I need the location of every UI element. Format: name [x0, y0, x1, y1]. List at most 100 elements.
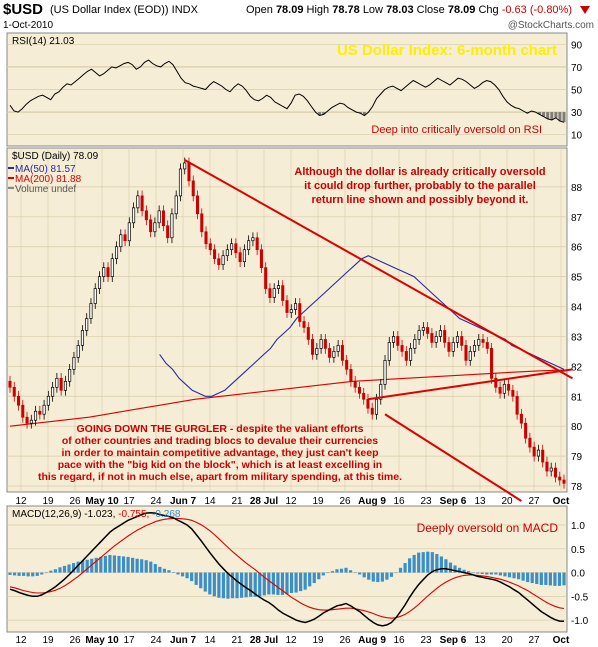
macd-histogram-bar — [339, 568, 344, 573]
macd-histogram-bar — [358, 572, 362, 575]
rsi-legend: RSI(14) 21.03 — [12, 36, 75, 47]
macd-histogram-bar — [153, 564, 157, 573]
price-x-label: 24 — [150, 496, 162, 507]
macd-histogram-bar — [498, 572, 503, 576]
macd-histogram-bar — [403, 563, 407, 573]
macd-histogram-bar — [176, 572, 180, 575]
candle-body — [46, 395, 50, 406]
candle-body — [161, 210, 165, 227]
macd-histogram-bar — [417, 552, 421, 573]
macd-histogram-bar — [126, 556, 130, 573]
price-x-label: 21 — [231, 496, 243, 507]
macd-x-label: 20 — [501, 635, 513, 646]
candle-body — [251, 237, 255, 242]
candle-body — [332, 351, 336, 358]
macd-histogram-bar — [308, 572, 312, 587]
macd-histogram-bar — [516, 572, 521, 580]
candle-body — [507, 383, 511, 391]
macd-x-label: 26 — [69, 635, 81, 646]
price-x-label: 12 — [285, 496, 297, 507]
price-x-label: May 10 — [85, 496, 119, 507]
macd-histogram-bar — [394, 572, 398, 574]
price-x-label: Oct — [553, 496, 570, 507]
macd-histogram-bar — [217, 572, 221, 598]
candle-body — [29, 419, 33, 424]
macd-histogram-bar — [81, 560, 85, 573]
candle-body — [400, 345, 404, 352]
macd-histogram-bar — [258, 572, 262, 597]
candle-body — [451, 342, 455, 352]
macd-histogram-bar — [167, 570, 171, 573]
candle-body — [115, 246, 119, 260]
macd-histogram-bar — [53, 569, 58, 573]
price-x-label: 26 — [69, 496, 81, 507]
candle-body — [119, 234, 123, 248]
price-x-label: 14 — [204, 496, 216, 507]
macd-histogram-bar — [299, 572, 303, 592]
candle-body — [281, 285, 285, 301]
candle-body — [562, 479, 566, 484]
candle-body — [443, 330, 447, 343]
price-x-label: Aug 9 — [358, 496, 386, 507]
macd-histogram-bar — [503, 572, 507, 577]
candle-body — [404, 351, 408, 361]
macd-histogram-bar — [426, 551, 430, 573]
candle-body — [306, 327, 310, 340]
macd-x-label: Aug 9 — [358, 635, 386, 646]
macd-histogram-bar — [199, 572, 203, 589]
rsi-tick-label: 70 — [571, 63, 583, 74]
macd-x-label: Oct — [553, 635, 570, 646]
rsi-tick-label: 90 — [571, 40, 583, 51]
macd-histogram-bar — [230, 572, 235, 599]
macd-x-label: 23 — [420, 635, 432, 646]
candle-body — [357, 386, 361, 394]
candle-body — [230, 243, 234, 251]
macd-histogram-bar — [376, 572, 380, 583]
macd-histogram-bar — [12, 572, 17, 576]
price-x-label: 28 Jul — [250, 496, 279, 507]
price-annotation-bottom: pace with the "big kid on the block", wh… — [58, 459, 382, 471]
candle-body — [319, 339, 323, 349]
candle-body — [255, 237, 259, 251]
candle-body — [430, 333, 434, 343]
macd-histogram-bar — [208, 572, 212, 595]
macd-histogram-bar — [158, 566, 162, 573]
macd-histogram-bar — [530, 572, 534, 584]
candle-body — [311, 339, 315, 355]
macd-histogram-bar — [285, 572, 289, 594]
price-legend-entry: Volume undef — [15, 184, 76, 195]
candle-body — [72, 357, 76, 370]
macd-histogram-bar — [348, 570, 353, 573]
ma200-line — [9, 369, 565, 427]
candle-body — [464, 345, 468, 361]
macd-histogram-bar — [112, 555, 117, 573]
candle-body — [460, 336, 464, 346]
candle-body — [38, 410, 42, 415]
price-x-label: 27 — [528, 496, 540, 507]
price-annotation-bottom: this regard, if not in much else, apart … — [38, 471, 402, 483]
candle-body — [195, 195, 200, 215]
watermark: @StockCharts.com — [507, 20, 594, 31]
candle-body — [502, 383, 506, 394]
macd-tick-label: 0.5 — [571, 545, 585, 556]
price-x-label: 26 — [339, 496, 351, 507]
macd-histogram-bar — [439, 556, 443, 573]
price-x-label: 20 — [501, 496, 513, 507]
candle-body — [532, 446, 536, 457]
price-annotation-top: it could drop further, probably to the p… — [304, 180, 536, 192]
macd-histogram-bar — [544, 572, 548, 585]
macd-histogram-bar — [448, 562, 453, 573]
macd-x-label: 13 — [474, 635, 486, 646]
macd-histogram-bar — [335, 569, 339, 573]
candle-body — [153, 222, 157, 233]
macd-histogram-bar — [462, 569, 466, 573]
macd-histogram-bar — [380, 572, 384, 582]
candle-body — [545, 461, 549, 472]
macd-x-label: 12 — [285, 635, 297, 646]
price-panel — [6, 147, 568, 493]
candle-body — [541, 449, 545, 463]
price-annotation-bottom: of other countries and trading blocs to … — [62, 435, 378, 447]
macd-histogram-bar — [457, 567, 462, 573]
candle-body — [34, 410, 38, 421]
